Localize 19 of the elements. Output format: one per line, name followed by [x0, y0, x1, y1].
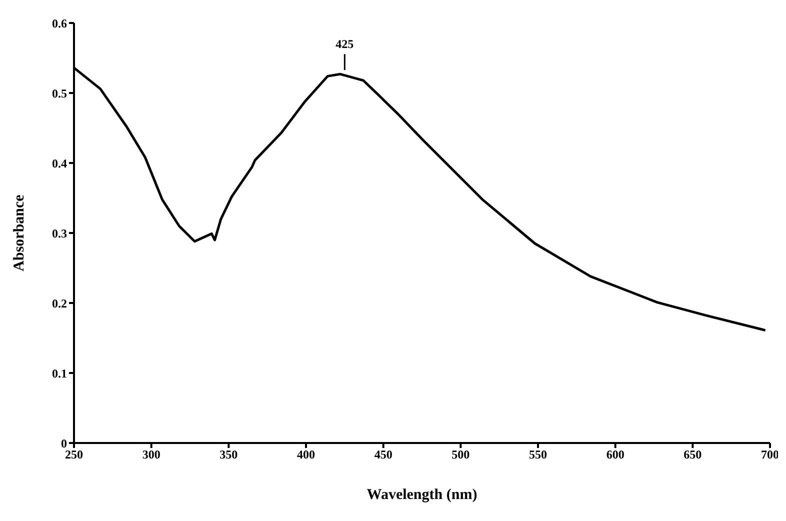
x-tick-label: 600 [606, 448, 624, 462]
x-tick-label: 300 [142, 448, 160, 462]
y-tick-label: 0.6 [52, 16, 67, 30]
x-tick-label: 450 [374, 448, 392, 462]
x-tick-label: 650 [684, 448, 702, 462]
x-axis-title: Wavelength (nm) [366, 487, 478, 503]
x-tick-label: 350 [220, 448, 238, 462]
y-tick-label: 0.3 [52, 226, 67, 240]
y-tick-label: 0.1 [52, 366, 67, 380]
x-tick-label: 250 [65, 448, 83, 462]
y-tick-label: 0.4 [52, 156, 67, 170]
x-tick-label: 550 [529, 448, 547, 462]
y-tick-label: 0.5 [52, 86, 67, 100]
annotation: 425 [336, 37, 354, 52]
x-tick-label: 400 [297, 448, 315, 462]
x-tick-label: 500 [452, 448, 470, 462]
y-tick-label: 0 [61, 436, 67, 450]
y-tick-label: 0.2 [52, 296, 67, 310]
y-axis-title: Absorbance [11, 194, 28, 272]
